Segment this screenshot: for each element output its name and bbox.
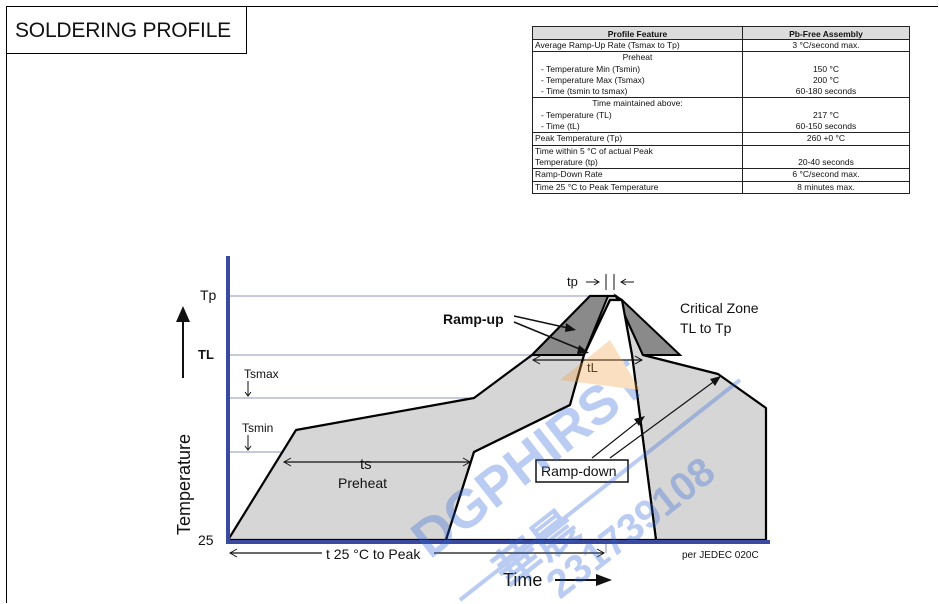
y-axis-arrowhead [176,306,190,322]
value-line: 20-40 seconds [798,156,854,167]
tp-level-label: Tp [200,287,217,303]
value-cell: 8 minutes max. [742,180,910,194]
critical-zone-left [529,295,610,356]
ramp-down-pointer-1 [591,419,641,459]
tp-left-arrowhead [593,278,600,286]
ambient-level-label: 25 [198,532,214,548]
feature-line: - Temperature (TL) [541,109,612,120]
value-line: 3 °C/second max. [792,40,860,50]
ramp-down-pointer-2 [609,379,717,459]
x-axis-arrowhead [596,574,612,586]
table-row: Time maintained above: - Temperature (TL)… [532,97,910,134]
value-line: 6 °C/second max. [792,169,860,180]
feature-line: Time within 5 °C of actual Peak [535,145,653,156]
ramp-down-pointer-1-head [634,416,645,426]
page-title: SOLDERING PROFILE [15,19,231,42]
ramp-up-label: Ramp-up [443,311,504,327]
tl-span-left-head [531,355,541,365]
tl-level-label: TL [198,347,214,362]
watermark-orange-mark [560,340,640,390]
value-cell: 20-40 seconds [742,144,910,170]
value-line: 8 minutes max. [797,181,855,192]
ts-span-right-head [462,457,472,467]
tp-time-label: tp [567,274,578,289]
t25-to-peak-label: t 25 °C to Peak [326,546,421,562]
tl-time-label: tL [587,360,598,375]
critical-zone-right [613,293,683,356]
x-axis-title: Time [503,570,542,590]
value-cell: 150 °C 200 °C 60-180 seconds [742,51,910,99]
t25-label-backdrop [322,545,434,561]
ramp-down-label: Ramp-down [541,463,616,479]
spec-table: Profile Feature Pb-Free Assembly Average… [532,26,910,194]
table-row: Time 25 °C to Peak Temperature 8 minutes … [532,180,910,194]
header-profile-feature: Profile Feature [532,26,743,40]
ts-label: ts [360,456,372,473]
tsmax-arrowhead [244,391,252,397]
preheat-label: Preheat [338,475,387,491]
tsmin-label: Tsmin [242,421,273,435]
header-pb-free-assembly: Pb-Free Assembly [742,26,910,40]
feature-cell: Average Ramp-Up Rate (Tsmax to Tp) [532,38,743,53]
feature-line: Peak Temperature (Tp) [535,133,623,144]
value-line: 200 °C [812,74,840,85]
feature-line: Average Ramp-Up Rate (Tsmax to Tp) [535,40,680,50]
table-body: Average Ramp-Up Rate (Tsmax to Tp) 3 °C/s… [532,38,910,194]
value-line: 60-180 seconds [795,86,857,97]
ramp-up-pointer-2 [513,321,583,351]
table-row: Preheat - Temperature Min (Tsmin) - Temper… [532,51,910,99]
ramp-down-box [535,459,629,483]
t25-span-right-head [596,548,606,558]
value-line: 217 °C [812,109,840,120]
feature-line: Ramp-Down Rate [535,169,603,180]
tsmax-label: Tsmax [244,367,279,381]
table-header-row: Profile Feature Pb-Free Assembly [532,26,910,40]
feature-line: Preheat [622,52,653,63]
value-line: 60-150 seconds [795,121,857,132]
feature-cell: Time maintained above: - Temperature (TL)… [532,97,743,134]
table-row: Peak Temperature (Tp) 260 +0 °C [532,132,910,146]
feature-line: - Temperature Max (Tsmax) [541,74,645,85]
ts-span-left-head [282,457,292,467]
value-cell: 260 +0 °C [742,132,910,146]
ramp-up-pointer-1-head [565,323,576,332]
ramp-up-pointer-2-head [577,345,589,354]
value-cell: 217 °C 60-150 seconds [742,97,910,134]
ramp-down-pointer-2-head [710,376,721,386]
feature-line: - Time (tsmin to tsmax) [541,86,628,97]
tl-span-right-head [634,355,644,365]
critical-zone-label: Critical Zone [680,300,759,316]
feature-line: - Temperature Min (Tsmin) [541,63,641,74]
table-row: Time within 5 °C of actual Peak Temperatu… [532,144,910,170]
value-cell: 6 °C/second max. [742,168,910,182]
watermark-line [458,378,742,602]
feature-line: Time 25 °C to Peak Temperature [535,181,659,192]
figure-frame [6,6,938,603]
t25-span-left-head [228,548,238,558]
y-axis-title: Temperature [174,434,194,535]
feature-line: - Time (tL) [541,121,580,132]
value-line: 260 +0 °C [806,133,846,144]
critical-zone-range-label: TL to Tp [680,320,732,336]
feature-line: Time maintained above: [592,98,683,109]
value-line: 150 °C [812,63,840,74]
feature-line: Temperature (tp) [535,156,598,167]
value-cell: 3 °C/second max. [742,38,910,53]
feature-cell: Peak Temperature (Tp) [532,132,743,146]
tp-right-arrowhead [620,278,627,286]
table-row: Ramp-Down Rate 6 °C/second max. [532,168,910,182]
jedec-reference-label: per JEDEC 020C [682,550,759,561]
feature-cell: Preheat - Temperature Min (Tsmin) - Temper… [532,51,743,99]
title-box: SOLDERING PROFILE [6,6,247,54]
ramp-up-pointer-1 [513,315,569,329]
table-row: Average Ramp-Up Rate (Tsmax to Tp) 3 °C/s… [532,38,910,53]
tsmin-arrowhead [244,445,252,451]
